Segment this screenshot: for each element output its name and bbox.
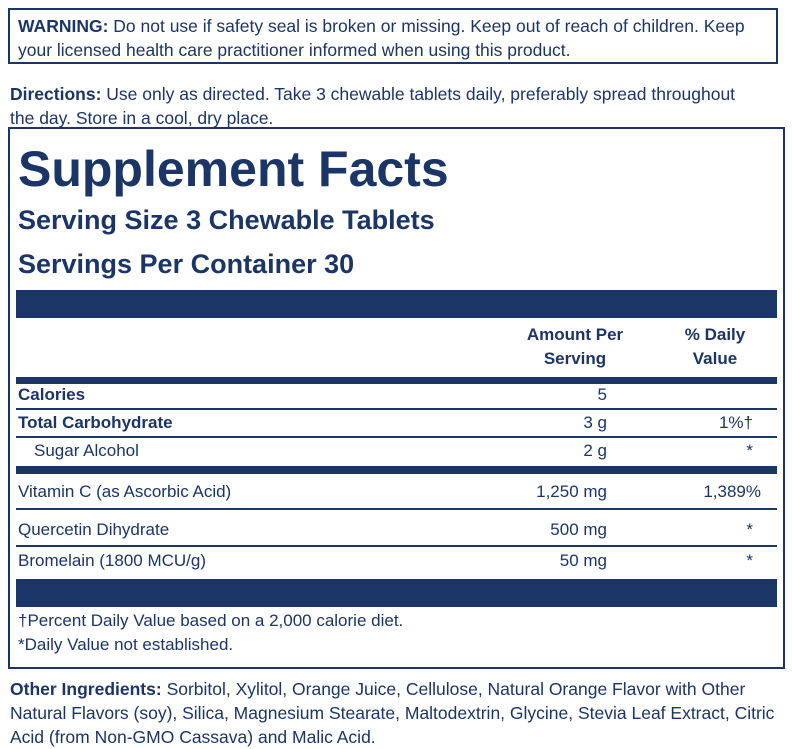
daily-value: * — [746, 551, 753, 570]
nutrient-name: Total Carbohydrate — [18, 413, 173, 432]
footnote: †Percent Daily Value based on a 2,000 ca… — [18, 611, 404, 630]
row: Total Carbohydrate 3 g 1%† — [18, 411, 777, 435]
nutrient-name: Quercetin Dihydrate — [18, 520, 170, 539]
serving-size: Serving Size 3 Chewable Tablets — [18, 205, 435, 235]
directions-text: Use only as directed. Take 3 chewable ta… — [10, 84, 736, 128]
daily-value: 1%† — [718, 413, 753, 432]
bar — [16, 290, 777, 318]
amount: 500 mg — [550, 520, 607, 539]
amount: 50 mg — [559, 551, 607, 570]
daily-value: 1,389% — [703, 482, 761, 501]
row: Bromelain (1800 MCU/g) 50 mg * — [18, 549, 777, 573]
amount: 3 g — [583, 413, 607, 432]
row: Sugar Alcohol 2 g * — [34, 439, 777, 463]
servings-per-container: Servings Per Container 30 — [18, 249, 355, 279]
amount: 2 g — [583, 441, 607, 460]
row: Quercetin Dihydrate 500 mg * — [18, 518, 777, 542]
other-ingredients-text: Sorbitol, Xylitol, Orange Juice, Cellulo… — [10, 679, 775, 747]
dv-header: % Daily Value — [684, 325, 746, 368]
footnote: *Daily Value not established. — [18, 635, 234, 654]
warning-text: Do not use if safety seal is broken or m… — [18, 16, 745, 60]
bar — [16, 579, 777, 607]
bar — [16, 466, 777, 474]
facts-panel: Supplement Facts Serving Size 3 Chewable… — [8, 127, 785, 669]
directions: Directions: Use only as directed. Take 3… — [10, 82, 750, 130]
nutrient-name: Calories — [18, 385, 86, 404]
bar — [16, 377, 777, 384]
other-ingredients: Other Ingredients: Sorbitol, Xylitol, Or… — [10, 677, 786, 749]
rule — [16, 408, 777, 410]
row: Vitamin C (as Ascorbic Acid) 1,250 mg 1,… — [18, 480, 777, 504]
amount: 1,250 mg — [536, 482, 607, 501]
amount: 5 — [597, 385, 607, 404]
daily-value: * — [746, 441, 753, 460]
directions-label: Directions: — [10, 84, 102, 104]
warning-box: WARNING: Do not use if safety seal is br… — [8, 8, 778, 64]
other-ingredients-label: Other Ingredients: — [10, 679, 162, 699]
nutrient-name: Bromelain (1800 MCU/g) — [18, 551, 207, 570]
daily-value: * — [746, 520, 753, 539]
rule — [16, 545, 777, 547]
facts-title: Supplement Facts — [18, 141, 449, 197]
rule — [16, 436, 777, 438]
rule — [16, 508, 777, 510]
nutrient-name: Sugar Alcohol — [34, 441, 139, 460]
row: Calories 5 — [18, 383, 777, 407]
nutrient-name: Vitamin C (as Ascorbic Acid) — [18, 482, 232, 501]
amount-header: Amount Per Serving — [526, 325, 624, 368]
warning-label: WARNING: — [18, 16, 109, 36]
